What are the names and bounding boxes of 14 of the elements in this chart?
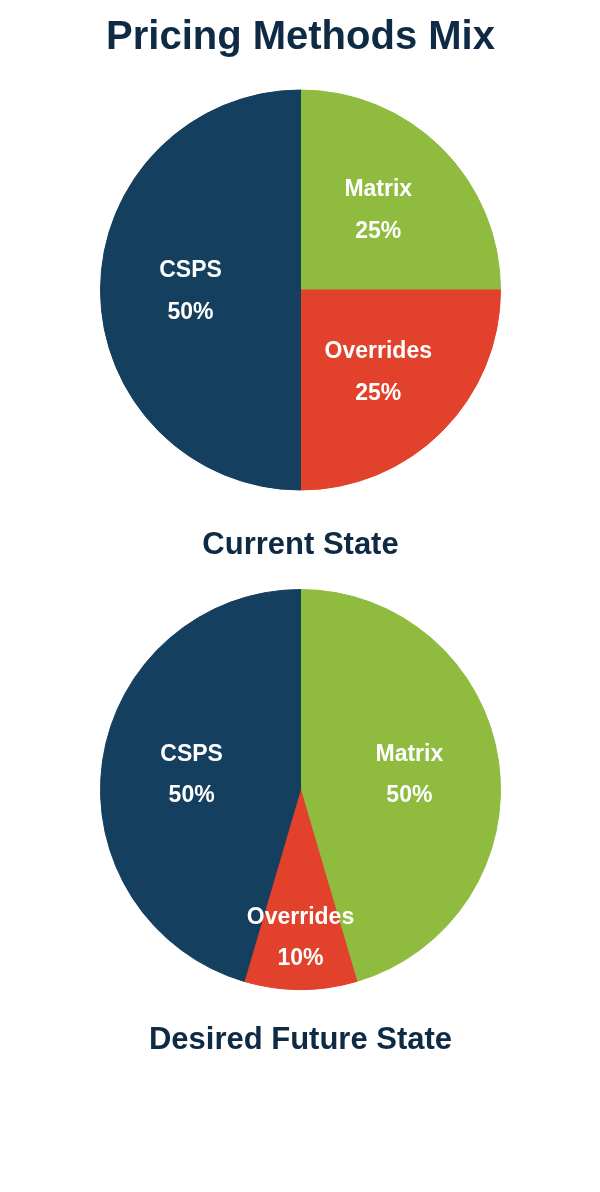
- slice-label: CSPS: [159, 256, 222, 283]
- data-label: 25%: [355, 216, 402, 243]
- text: Current State: [202, 525, 399, 561]
- slice-label: CSPS: [160, 740, 223, 767]
- chart-title: Pricing Methods Mix: [106, 12, 495, 57]
- slice-label: Matrix: [375, 740, 444, 767]
- data-label: 25%: [355, 378, 402, 405]
- slice-label: Overrides: [324, 337, 432, 364]
- data-label: 50%: [168, 780, 215, 807]
- data-label: 50%: [167, 297, 214, 324]
- slice-label: Matrix: [344, 175, 413, 202]
- data-label: 10%: [277, 943, 324, 970]
- data-label: 50%: [386, 780, 433, 807]
- text: Desired Future State: [148, 1020, 453, 1056]
